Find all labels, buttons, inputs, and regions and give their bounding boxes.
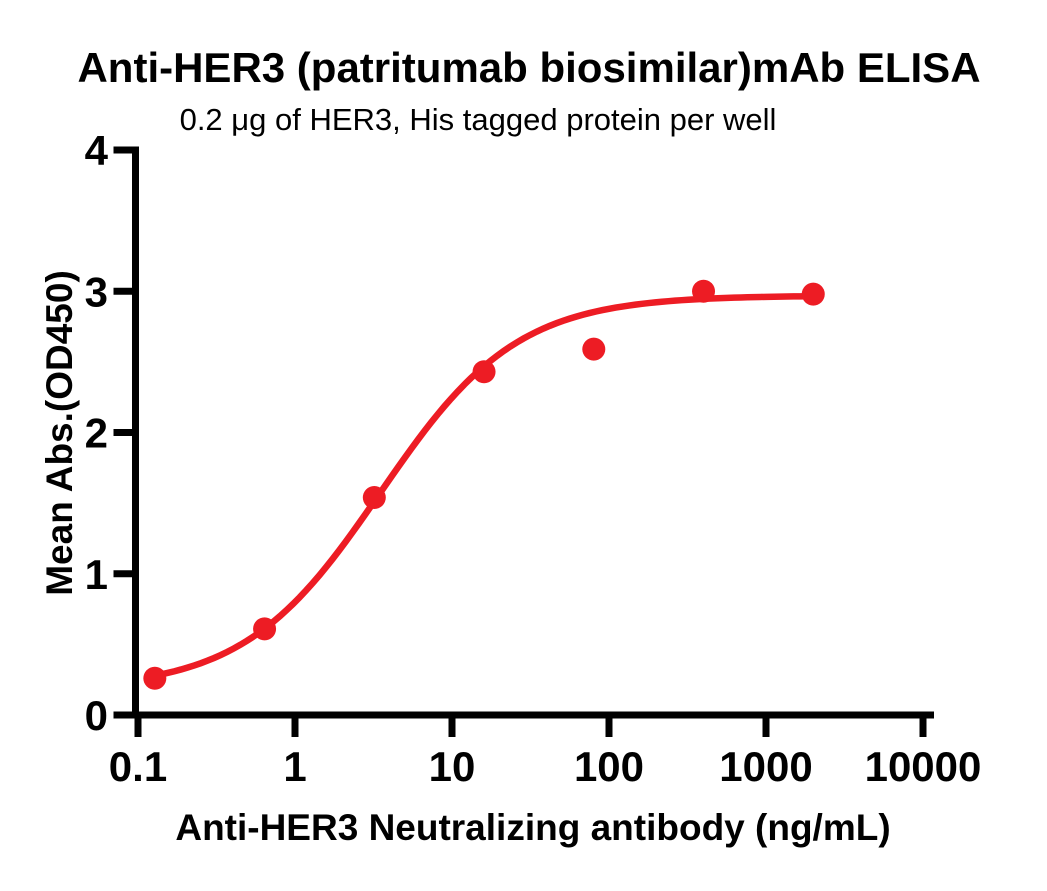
chart-subtitle: 0.2 μg of HER3, His tagged protein per w… bbox=[180, 102, 777, 137]
data-point bbox=[472, 360, 496, 384]
y-tick-label: 1 bbox=[85, 551, 108, 598]
data-point bbox=[253, 617, 277, 641]
x-axis-title: Anti-HER3 Neutralizing antibody (ng/mL) bbox=[175, 807, 890, 848]
data-point bbox=[801, 282, 825, 306]
x-tick-label: 10 bbox=[429, 743, 476, 790]
data-point bbox=[582, 337, 606, 361]
data-point bbox=[362, 485, 386, 509]
x-tick-label: 1000 bbox=[719, 743, 812, 790]
chart-title: Anti-HER3 (patritumab biosimilar)mAb ELI… bbox=[77, 44, 980, 91]
x-tick-label: 100 bbox=[574, 743, 644, 790]
data-series bbox=[143, 279, 825, 690]
axes bbox=[132, 146, 934, 719]
y-tick-label: 3 bbox=[85, 268, 108, 315]
data-point bbox=[692, 279, 716, 303]
x-tick-label: 0.1 bbox=[109, 743, 167, 790]
fit-curve bbox=[151, 292, 817, 679]
y-axis-title: Mean Abs.(OD450) bbox=[39, 270, 80, 596]
y-tick-label: 4 bbox=[85, 127, 109, 174]
y-tick-label: 0 bbox=[85, 692, 108, 739]
axis-tick-labels: 0.1 1 10 100 1000 10000 0 1 2 3 4 bbox=[85, 127, 982, 790]
x-tick-label: 1 bbox=[283, 743, 306, 790]
axis-ticks bbox=[113, 146, 927, 737]
x-tick-label: 10000 bbox=[865, 743, 982, 790]
y-tick-label: 2 bbox=[85, 410, 108, 457]
data-point bbox=[143, 666, 167, 690]
